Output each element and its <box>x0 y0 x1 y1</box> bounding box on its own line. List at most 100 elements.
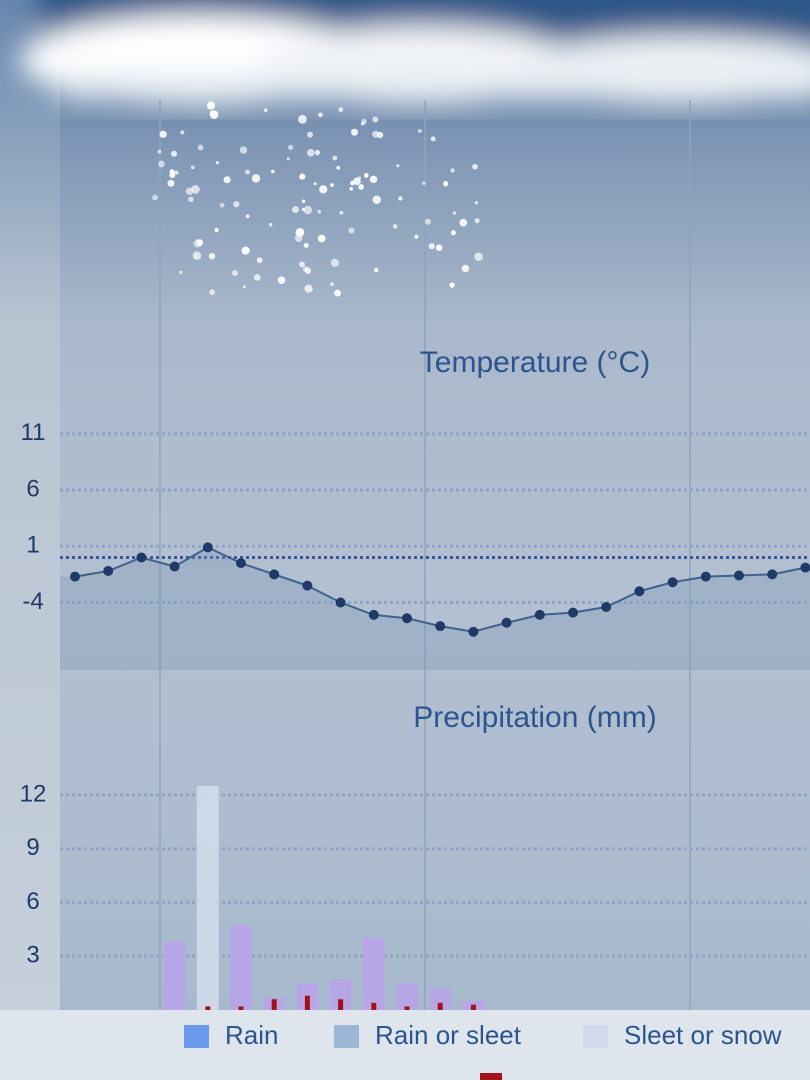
y-tick-label: 1 <box>26 532 39 559</box>
snowflake <box>301 207 305 211</box>
snowflake <box>180 130 185 135</box>
y-tick-label: 6 <box>26 888 39 915</box>
precipitation-bar <box>238 1006 244 1010</box>
legend-swatch-clipped <box>480 1073 502 1080</box>
temperature-point <box>202 542 213 553</box>
snowflake <box>209 110 214 114</box>
snowflake <box>157 149 162 154</box>
y-tick-label: 6 <box>26 475 39 502</box>
cloud-base <box>60 70 810 100</box>
snowflake <box>307 131 313 138</box>
legend-band <box>0 1010 810 1080</box>
temperature-point <box>335 597 346 608</box>
temperature-point <box>402 613 412 624</box>
precipitation-bar <box>196 785 219 1010</box>
precipitation-bar <box>230 925 252 1010</box>
temperature-area <box>60 547 810 670</box>
snowflake <box>171 150 178 157</box>
snowflake <box>369 175 378 184</box>
snowflake <box>174 170 179 175</box>
y-tick-label: 9 <box>26 834 39 861</box>
snowflake <box>398 196 403 201</box>
snowflake <box>215 161 220 165</box>
temperature-point <box>700 571 711 582</box>
snowflake <box>214 227 219 233</box>
temperature-point <box>667 577 678 588</box>
snowflake <box>474 201 479 205</box>
snowflake <box>338 107 344 113</box>
snowflake <box>286 157 290 161</box>
snowflake <box>304 284 313 293</box>
snowflake <box>313 182 317 186</box>
snowflake <box>301 199 306 203</box>
legend-label: Rain or sleet <box>375 1020 522 1050</box>
snowflake <box>330 282 334 286</box>
snowflake <box>372 116 379 123</box>
precipitation-bar <box>470 1004 476 1010</box>
snowflake <box>317 209 322 214</box>
snowflake <box>314 149 321 156</box>
snowflake <box>450 230 456 236</box>
snowflake <box>392 224 398 229</box>
snowflake <box>264 108 268 112</box>
snowflake <box>372 195 381 204</box>
snowflake <box>190 165 195 170</box>
snowflake <box>358 184 364 190</box>
snowflake <box>287 144 294 151</box>
snowflake <box>232 270 238 276</box>
legend-label: Rain <box>225 1020 278 1050</box>
temperature-point <box>468 626 479 637</box>
snowflake <box>459 218 468 227</box>
snowflake <box>452 211 457 215</box>
precipitation-bar <box>362 938 385 1010</box>
temperature-point <box>534 609 545 620</box>
snowflake <box>158 160 165 168</box>
precipitation-bar <box>205 1006 211 1010</box>
snowflake <box>442 181 449 187</box>
snowflake <box>303 205 313 215</box>
snowflake <box>268 223 273 227</box>
precipitation-bar <box>404 1006 410 1010</box>
snowflake <box>357 176 362 180</box>
snowflake <box>330 258 339 267</box>
snowflake <box>254 274 261 281</box>
snowflake <box>223 176 231 184</box>
snowflake <box>348 227 355 234</box>
snowflake <box>474 252 483 262</box>
snowflake <box>422 181 426 186</box>
snowflake <box>317 234 326 243</box>
snowflake <box>339 210 344 215</box>
snowflake <box>334 289 342 297</box>
snowflake <box>271 169 275 174</box>
snowflake <box>219 202 225 208</box>
precipitation-bar <box>304 995 310 1010</box>
snowflake <box>424 218 431 225</box>
snowflake <box>169 169 175 175</box>
snowflake <box>152 194 158 201</box>
snowflake <box>192 251 202 260</box>
snowflake <box>374 268 379 273</box>
snowflake <box>245 214 250 219</box>
temperature-point <box>302 580 313 591</box>
snowflake <box>299 261 305 268</box>
snowflake <box>291 206 299 214</box>
snowflake <box>233 200 240 208</box>
snowflake <box>396 164 400 168</box>
precipitation-bar <box>163 941 186 1010</box>
snowflake <box>319 185 328 194</box>
snowflake <box>242 285 246 289</box>
snowflake <box>167 179 175 187</box>
snowflake <box>336 165 341 170</box>
snowflake <box>414 234 419 239</box>
snowflake <box>306 148 315 157</box>
snowflake <box>241 246 250 255</box>
snowflake <box>360 122 365 126</box>
temperature-point <box>368 609 379 620</box>
snowflake <box>179 270 183 275</box>
snowflake <box>372 130 380 138</box>
precipitation-bar <box>437 1002 443 1010</box>
precipitation-bar <box>329 979 352 1010</box>
